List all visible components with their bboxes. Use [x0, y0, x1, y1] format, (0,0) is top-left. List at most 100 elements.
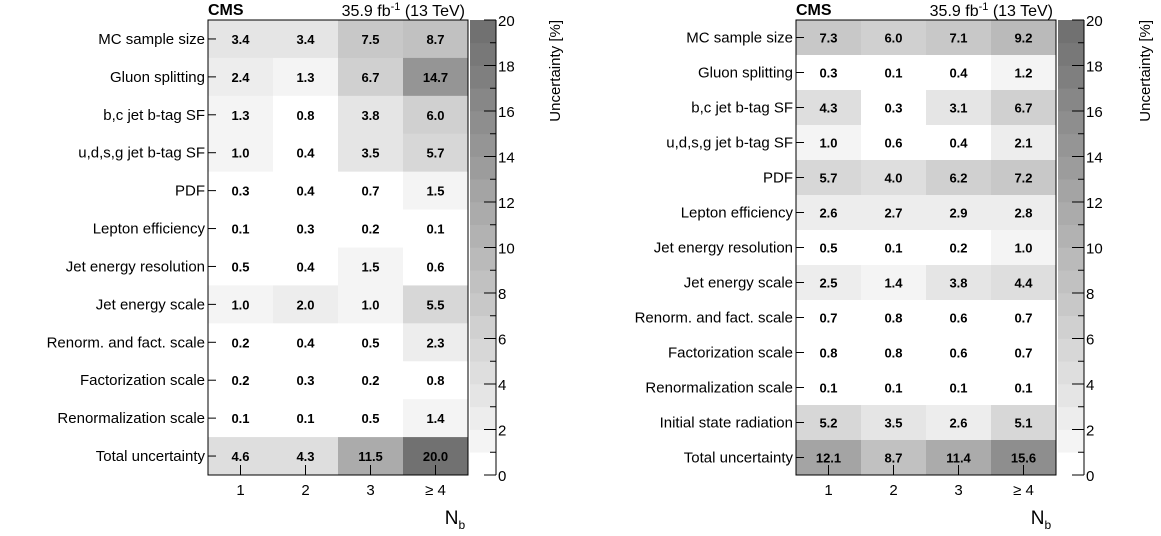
- heatmap-cell: [273, 361, 339, 400]
- x-tick-label: 2: [301, 482, 309, 499]
- cell-value: 4.6: [231, 449, 249, 464]
- colorbar-tick-label: 4: [1086, 377, 1094, 394]
- colorbar-segment: [470, 88, 496, 112]
- cell-value: 5.5: [426, 297, 444, 312]
- colorbar-tick-label: 18: [498, 59, 515, 76]
- heatmap-cell: [403, 20, 469, 59]
- row-label: b,c jet b-tag SF: [103, 107, 205, 124]
- lumi-label: 35.9 fb-1 (13 TeV): [930, 1, 1053, 20]
- cell-value: 7.5: [361, 32, 379, 47]
- heatmap-cell: [208, 171, 274, 210]
- cell-value: 0.1: [884, 66, 902, 81]
- heatmap-cell: [991, 160, 1057, 196]
- cell-value: 0.3: [819, 66, 837, 81]
- heatmap-cell: [208, 285, 274, 324]
- cell-value: 0.5: [231, 259, 249, 274]
- colorbar-tick-label: 16: [498, 104, 515, 121]
- heatmap-cell: [403, 247, 469, 286]
- cell-value: 0.3: [231, 184, 249, 199]
- cell-value: 2.5: [819, 276, 837, 291]
- colorbar-segment: [470, 133, 496, 157]
- cell-value: 9.2: [1014, 31, 1032, 46]
- heatmap-cell: [273, 171, 339, 210]
- cell-value: 7.2: [1014, 171, 1032, 186]
- heatmap-cell: [796, 90, 862, 126]
- heatmap-cell: [926, 195, 992, 231]
- cell-value: 8.7: [426, 32, 444, 47]
- heatmap-panel-2: 7.3 6.0 7.1 9.2 MC sample size 0.3 0.1 0.4 1.2 Gl…: [635, 1, 1154, 532]
- heatmap-cell: [861, 370, 927, 406]
- row-label: PDF: [175, 183, 205, 200]
- cell-value: 0.3: [296, 222, 314, 237]
- x-axis-title: Nb: [445, 508, 466, 532]
- cell-value: 3.8: [361, 108, 379, 123]
- heatmap-cell: [796, 195, 862, 231]
- heatmap-cell: [338, 20, 404, 59]
- colorbar-segment: [470, 270, 496, 294]
- heatmap-cell: [991, 90, 1057, 126]
- colorbar-segment: [1058, 111, 1084, 135]
- heatmap-cell: [861, 90, 927, 126]
- heatmap-cell: [403, 361, 469, 400]
- cell-value: 0.8: [819, 346, 837, 361]
- heatmap-cell: [991, 300, 1057, 336]
- heatmap-cell: [861, 160, 927, 196]
- heatmap-cell: [796, 55, 862, 91]
- cell-value: 0.5: [819, 241, 837, 256]
- heatmap-cell: [208, 399, 274, 438]
- colorbar-segment: [470, 156, 496, 180]
- colorbar-segment: [470, 247, 496, 271]
- cell-value: 0.6: [949, 311, 967, 326]
- colorbar-segment: [470, 406, 496, 430]
- cell-value: 3.8: [949, 276, 967, 291]
- colorbar-tick-label: 20: [498, 13, 515, 30]
- colorbar-segment: [1058, 247, 1084, 271]
- cell-value: 0.1: [296, 411, 314, 426]
- heatmap-cell: [991, 265, 1057, 301]
- cell-value: 0.6: [884, 136, 902, 151]
- heatmap-cell: [273, 133, 339, 172]
- heatmap-cell: [991, 195, 1057, 231]
- cell-value: 0.5: [361, 411, 379, 426]
- x-tick-label: ≥ 4: [425, 482, 446, 499]
- colorbar-segment: [1058, 406, 1084, 430]
- cell-value: 0.7: [1014, 346, 1032, 361]
- cell-value: 0.8: [884, 311, 902, 326]
- cell-value: 14.7: [423, 70, 448, 85]
- cell-value: 0.3: [884, 101, 902, 116]
- cell-value: 2.8: [1014, 206, 1032, 221]
- cell-value: 20.0: [423, 449, 448, 464]
- colorbar-tick-label: 8: [1086, 286, 1094, 303]
- cell-value: 0.5: [361, 335, 379, 350]
- heatmap-cell: [861, 20, 927, 56]
- cell-value: 2.7: [884, 206, 902, 221]
- cell-value: 0.3: [296, 373, 314, 388]
- heatmap-cell: [273, 323, 339, 362]
- heatmap-cell: [991, 335, 1057, 371]
- heatmap-cell: [273, 247, 339, 286]
- colorbar-tick-label: 12: [1086, 195, 1103, 212]
- cell-value: 0.4: [296, 335, 315, 350]
- cell-value: 6.2: [949, 171, 967, 186]
- colorbar-segment: [470, 202, 496, 226]
- cell-value: 0.2: [949, 241, 967, 256]
- colorbar-tick-label: 2: [1086, 423, 1094, 440]
- heatmap-cell: [926, 55, 992, 91]
- heatmap-cell: [338, 171, 404, 210]
- heatmap-cell: [861, 300, 927, 336]
- row-label: PDF: [763, 170, 793, 187]
- heatmap-cell: [403, 209, 469, 248]
- colorbar-tick-label: 10: [1086, 241, 1103, 258]
- colorbar-segment: [1058, 338, 1084, 362]
- cell-value: 1.5: [361, 259, 379, 274]
- cell-value: 0.7: [361, 184, 379, 199]
- colorbar-segment: [470, 293, 496, 317]
- heatmap-cell: [403, 57, 469, 97]
- cell-value: 5.7: [426, 146, 444, 161]
- cell-value: 1.4: [426, 411, 445, 426]
- x-tick-label: 1: [236, 482, 244, 499]
- cell-value: 0.4: [949, 136, 968, 151]
- colorbar-segment: [1058, 452, 1084, 476]
- colorbar-segment: [1058, 224, 1084, 248]
